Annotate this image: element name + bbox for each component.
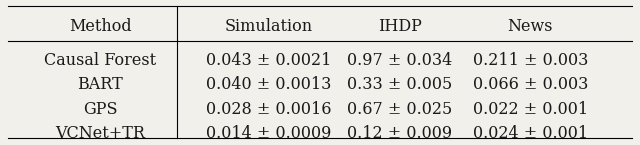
Text: 0.33 ± 0.005: 0.33 ± 0.005 [347, 76, 452, 93]
Text: 0.040 ± 0.0013: 0.040 ± 0.0013 [206, 76, 332, 93]
Text: 0.022 ± 0.001: 0.022 ± 0.001 [473, 101, 588, 118]
Text: 0.024 ± 0.001: 0.024 ± 0.001 [473, 125, 588, 142]
Text: Simulation: Simulation [225, 18, 313, 35]
Text: 0.67 ± 0.025: 0.67 ± 0.025 [347, 101, 452, 118]
Text: BART: BART [77, 76, 123, 93]
Text: 0.043 ± 0.0021: 0.043 ± 0.0021 [206, 52, 332, 69]
Text: 0.028 ± 0.0016: 0.028 ± 0.0016 [206, 101, 332, 118]
Text: 0.066 ± 0.003: 0.066 ± 0.003 [472, 76, 588, 93]
Text: GPS: GPS [83, 101, 117, 118]
Text: 0.014 ± 0.0009: 0.014 ± 0.0009 [206, 125, 332, 142]
Text: News: News [508, 18, 553, 35]
Text: 0.211 ± 0.003: 0.211 ± 0.003 [472, 52, 588, 69]
Text: Causal Forest: Causal Forest [44, 52, 156, 69]
Text: 0.97 ± 0.034: 0.97 ± 0.034 [347, 52, 452, 69]
Text: Method: Method [69, 18, 131, 35]
Text: IHDP: IHDP [378, 18, 422, 35]
Text: 0.12 ± 0.009: 0.12 ± 0.009 [347, 125, 452, 142]
Text: VCNet+TR: VCNet+TR [55, 125, 145, 142]
